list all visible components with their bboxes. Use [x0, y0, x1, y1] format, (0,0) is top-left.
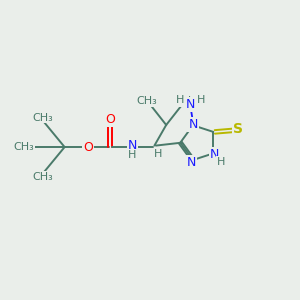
- Text: N: N: [188, 118, 198, 131]
- Text: CH₃: CH₃: [32, 112, 53, 123]
- Text: S: S: [233, 122, 243, 136]
- Text: H: H: [217, 157, 225, 167]
- Text: O: O: [83, 141, 93, 154]
- Text: N: N: [186, 98, 196, 111]
- Text: N: N: [187, 156, 196, 169]
- Text: O: O: [105, 112, 115, 126]
- Text: N: N: [210, 148, 220, 161]
- Text: H: H: [128, 150, 136, 160]
- Text: H: H: [197, 95, 205, 105]
- Text: CH₃: CH₃: [175, 96, 196, 106]
- Text: CH₃: CH₃: [13, 142, 34, 152]
- Text: CH₃: CH₃: [137, 96, 158, 106]
- Text: CH₃: CH₃: [32, 172, 53, 182]
- Text: H: H: [176, 95, 184, 105]
- Text: N: N: [128, 139, 137, 152]
- Text: H: H: [154, 148, 162, 158]
